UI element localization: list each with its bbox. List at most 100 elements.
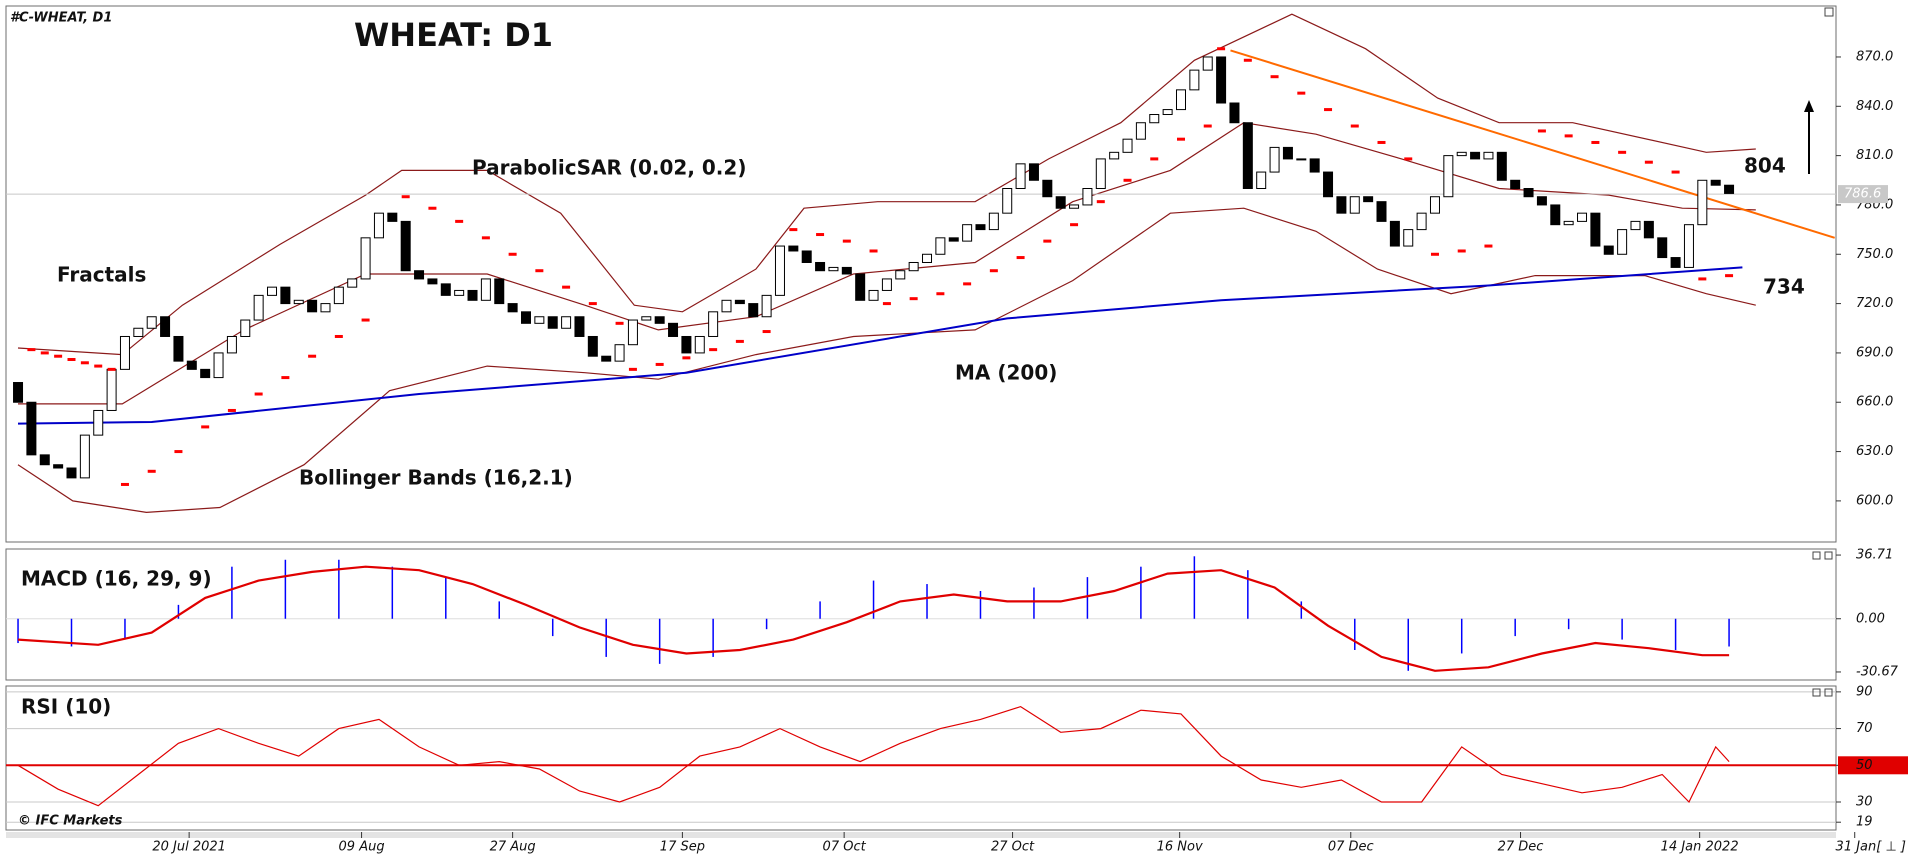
candle [601, 355, 612, 362]
rsi-panel [5, 685, 1837, 831]
candle [173, 335, 184, 362]
candle [788, 245, 799, 252]
candle [1323, 171, 1334, 198]
candle [440, 283, 451, 296]
candle [1403, 229, 1414, 247]
y-tick-label: 660.0 [1856, 395, 1893, 410]
candle [1162, 109, 1173, 116]
candle [267, 286, 278, 296]
candle [1697, 179, 1708, 226]
y-tick-label: 870.0 [1856, 49, 1893, 64]
y-tick-label: 90 [1856, 684, 1873, 699]
candle [1416, 212, 1427, 231]
candle [253, 294, 264, 321]
candle [1149, 114, 1160, 124]
candle [694, 335, 705, 354]
candle [53, 464, 64, 469]
y-tick-label: 600.0 [1856, 493, 1893, 508]
y-tick-label: 70 [1856, 721, 1873, 736]
candle [935, 237, 946, 255]
candle [1109, 151, 1120, 160]
y-tick-label: -30.67 [1856, 664, 1899, 679]
panel-icon [1812, 551, 1821, 560]
candle [1028, 163, 1039, 181]
x-tick-label: 09 Aug [339, 840, 385, 855]
chart-title: WHEAT: D1 [354, 16, 553, 54]
candle [333, 286, 344, 305]
candle [280, 286, 291, 305]
candle [922, 253, 933, 263]
y-tick-label: 750.0 [1856, 247, 1893, 262]
candle [414, 270, 425, 280]
candle [614, 344, 625, 362]
candle [1630, 220, 1641, 231]
macd-panel [5, 548, 1837, 681]
arrow-head [1804, 100, 1814, 112]
candle [1349, 196, 1360, 214]
candle [681, 335, 692, 354]
candle [1643, 220, 1654, 239]
candle [1670, 257, 1681, 268]
x-tick-label: 27 Oct [991, 840, 1035, 855]
candle [1550, 204, 1561, 226]
y-tick-label: 19 [1856, 815, 1873, 830]
y-tick-label: 840.0 [1856, 99, 1893, 114]
candle [520, 311, 531, 324]
candle [26, 401, 37, 456]
candle [815, 261, 826, 272]
candle [1496, 151, 1507, 181]
candle [13, 382, 24, 403]
candle [975, 224, 986, 231]
candle [213, 352, 224, 379]
candle [454, 289, 465, 296]
candle [948, 237, 959, 242]
candle [547, 316, 558, 329]
x-tick-label: 07 Oct [823, 840, 867, 855]
candle [627, 319, 638, 346]
candle [400, 220, 411, 272]
candle [1189, 69, 1200, 91]
rsi-line [17, 705, 1730, 807]
candle [387, 212, 398, 222]
candle [360, 237, 371, 280]
y-tick-label: 810.0 [1856, 148, 1893, 163]
candle [1122, 138, 1133, 153]
candle [1002, 188, 1013, 214]
candle [240, 319, 251, 337]
candle [962, 224, 973, 242]
candle [908, 261, 919, 272]
candle [708, 311, 719, 337]
candle [1309, 158, 1320, 173]
level-tag [1838, 756, 1908, 775]
candle [1095, 158, 1106, 190]
candle [160, 316, 171, 337]
sar-label: ParabolicSAR (0.02, 0.2) [472, 156, 746, 180]
candle [1510, 179, 1521, 190]
price-tag [1838, 185, 1888, 204]
candle [226, 335, 237, 354]
candle [1269, 146, 1280, 173]
candle [507, 303, 518, 313]
candle [1389, 220, 1400, 247]
candle [1256, 171, 1267, 190]
candle [1683, 224, 1694, 268]
candle [39, 454, 50, 466]
candle [1657, 237, 1668, 259]
candle [133, 327, 144, 337]
ma-line [17, 266, 1743, 425]
candle [881, 278, 892, 291]
candle [801, 250, 812, 263]
candle [1724, 184, 1735, 194]
candle [494, 278, 505, 305]
x-tick-label: 31 Jan[ ⊥ ] [1836, 840, 1906, 855]
candle [748, 303, 759, 318]
y-tick-label: 720.0 [1856, 296, 1893, 311]
candle [307, 299, 318, 313]
panel-icon [1824, 688, 1833, 697]
candle [1135, 122, 1146, 140]
candle [774, 245, 785, 296]
candle [93, 409, 104, 436]
candle [1336, 196, 1347, 214]
candle [1590, 212, 1601, 247]
macd-title: MACD (16, 29, 9) [21, 567, 212, 591]
